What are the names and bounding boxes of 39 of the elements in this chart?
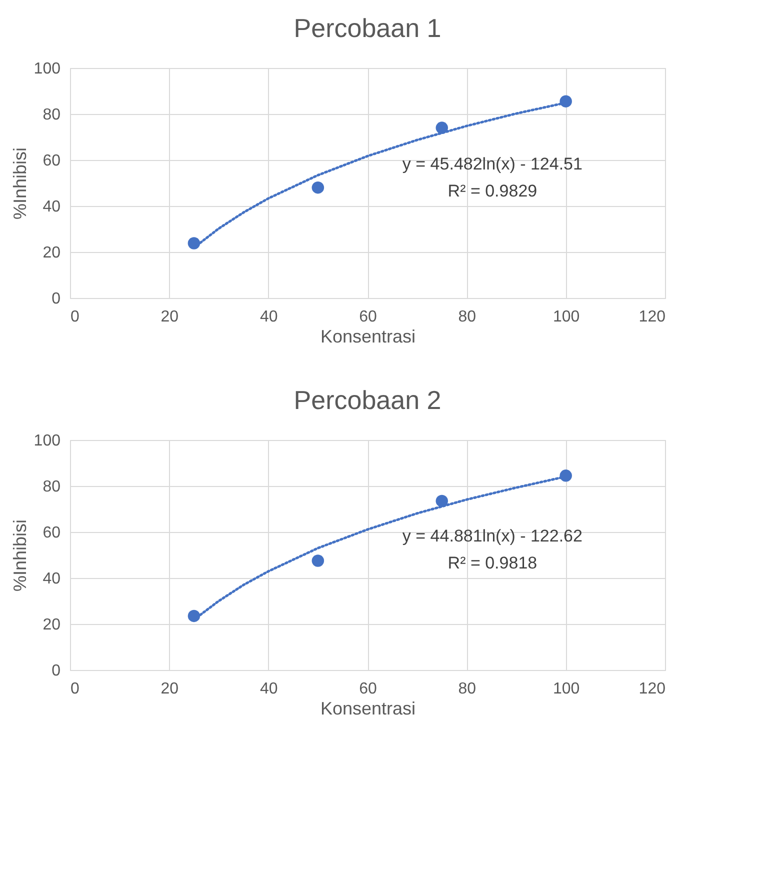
y-tick-label: 40 [42, 570, 61, 588]
y-tick-label: 100 [34, 432, 61, 450]
x-tick-label: 20 [160, 308, 179, 326]
point [312, 554, 324, 567]
y-tick-label: 20 [42, 244, 61, 262]
x-tick-label: 0 [70, 680, 80, 698]
x-tick-label: 40 [260, 308, 278, 326]
x-tick-label: 20 [160, 680, 179, 698]
point [312, 181, 324, 194]
x-tick-label: 100 [552, 680, 580, 698]
annotation: R² = 0.9829 [448, 182, 538, 201]
x-tick-label: 0 [70, 308, 80, 326]
annotation: y = 45.482ln(x) - 124.51 [402, 154, 582, 174]
y-tick-label: 0 [52, 662, 61, 680]
x-tick-label: 60 [359, 680, 377, 698]
y-tick-label: 80 [42, 478, 61, 496]
x-tick-label: 60 [359, 308, 377, 326]
chart-title: Percobaan 1 [294, 13, 442, 43]
x-tick-label: 80 [458, 308, 476, 326]
y-tick-label: 20 [42, 616, 61, 634]
x-tick-label: 80 [458, 680, 476, 698]
y-axis-title: %Inhibisi [10, 519, 30, 592]
x-tick-label: 120 [638, 308, 666, 326]
point [436, 494, 448, 508]
x-axis-title: Konsentrasi [320, 698, 416, 718]
y-tick-label: 0 [52, 290, 61, 308]
chart-title: Percobaan 2 [294, 385, 442, 415]
y-tick-label: 40 [42, 198, 61, 216]
y-tick-label: 80 [42, 106, 61, 124]
y-tick-label: 100 [34, 60, 61, 78]
x-tick-label: 40 [260, 680, 278, 698]
y-tick-label: 60 [42, 152, 61, 170]
x-tick-label: 100 [552, 308, 580, 326]
x-tick-label: 120 [638, 680, 666, 698]
y-tick-label: 60 [42, 524, 61, 542]
annotation: R² = 0.9818 [448, 554, 538, 573]
x-axis-title: Konsentrasi [320, 326, 416, 346]
y-axis-title: %Inhibisi [10, 147, 30, 220]
annotation: y = 44.881ln(x) - 122.62 [402, 526, 582, 546]
